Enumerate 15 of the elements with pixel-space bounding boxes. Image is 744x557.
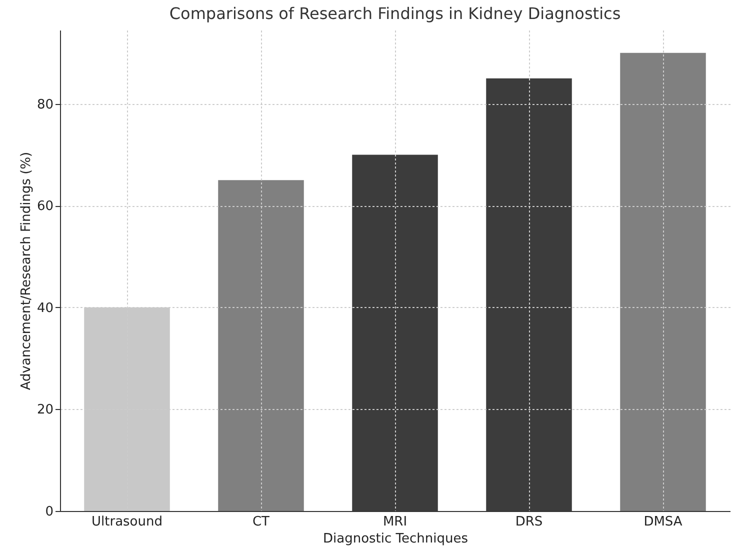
y-tick-label: 20 [36, 402, 54, 418]
x-axis-title: Diagnostic Techniques [322, 532, 468, 546]
bar [620, 52, 706, 511]
y-tick-label: 0 [45, 504, 54, 520]
x-tick-label: MRI [382, 514, 408, 530]
x-tick-label: CT [252, 514, 270, 530]
y-tick-label: 80 [36, 97, 54, 112]
bar [218, 180, 304, 511]
y-tick-label: 60 [36, 199, 54, 214]
x-tick-label: Ultrasound [92, 514, 162, 530]
chart-title: Comparisons of Research Findings in Kidney Diagnostics [169, 4, 621, 23]
y-axis-title: Advancement/Research Findings (%) [18, 152, 34, 390]
x-tick-label: DRS [515, 514, 543, 530]
y-tick-label: 40 [36, 300, 54, 316]
x-tick-label: DMSA [644, 514, 682, 530]
